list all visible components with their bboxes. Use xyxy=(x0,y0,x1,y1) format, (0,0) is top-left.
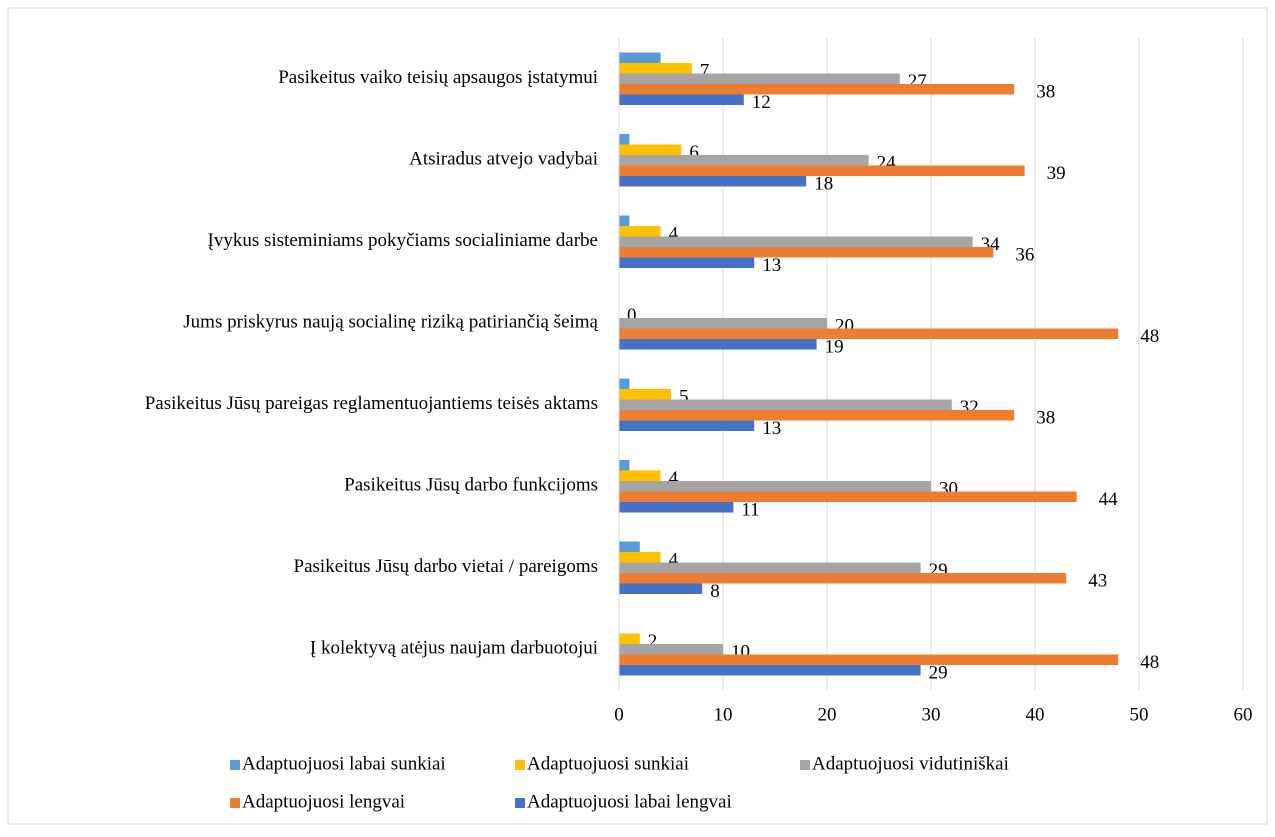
bar xyxy=(619,52,661,63)
data-label: 4 xyxy=(669,550,679,571)
y-tick-label: Įvykus sisteminiams pokyčiams socialinia… xyxy=(208,230,598,251)
bar xyxy=(619,644,723,655)
data-label: 12 xyxy=(752,92,771,113)
bar xyxy=(619,583,703,594)
data-label: 6 xyxy=(689,142,699,163)
data-label: 4 xyxy=(669,468,679,489)
legend-swatch xyxy=(230,798,240,808)
bar xyxy=(619,399,952,410)
data-label: 11 xyxy=(741,500,759,521)
bar xyxy=(619,165,1025,176)
data-label: 38 xyxy=(1036,408,1055,429)
data-label: 19 xyxy=(825,337,844,358)
bar xyxy=(619,215,630,226)
data-label: 0 xyxy=(627,305,637,326)
x-tick-label: 40 xyxy=(1026,704,1045,725)
legend-label: Adaptuojuosi labai sunkiai xyxy=(242,753,446,774)
bar xyxy=(619,470,661,481)
y-tick-label: Atsiradus atvejo vadybai xyxy=(409,149,598,170)
data-label: 44 xyxy=(1099,489,1119,510)
bar xyxy=(619,328,1119,339)
bar xyxy=(619,155,869,166)
x-tick-label: 10 xyxy=(714,704,733,725)
legend-swatch xyxy=(515,760,525,770)
data-label: 2 xyxy=(648,631,658,652)
bar xyxy=(619,144,682,155)
bar xyxy=(619,134,630,145)
data-label: 4 xyxy=(669,224,679,245)
bar xyxy=(619,481,931,492)
bar xyxy=(619,389,671,400)
bar xyxy=(619,552,661,563)
data-label: 5 xyxy=(679,387,689,408)
data-label: 13 xyxy=(762,255,781,276)
y-tick-label: Į kolektyvą atėjus naujam darbuotojui xyxy=(310,638,598,659)
legend-swatch xyxy=(800,760,810,770)
bar xyxy=(619,257,755,268)
bar xyxy=(619,236,973,247)
data-label: 36 xyxy=(1015,245,1034,266)
legend-swatch xyxy=(230,760,240,770)
data-label: 48 xyxy=(1140,326,1159,347)
data-label: 29 xyxy=(929,663,948,684)
y-tick-label: Pasikeitus Jūsų pareigas reglamentuojant… xyxy=(145,393,598,414)
data-label: 48 xyxy=(1140,652,1159,673)
data-label: 8 xyxy=(710,581,720,602)
bar xyxy=(619,573,1067,584)
bar xyxy=(619,94,744,105)
legend-swatch xyxy=(515,798,525,808)
legend-label: Adaptuojuosi vidutiniškai xyxy=(812,753,1009,774)
data-label: 38 xyxy=(1036,82,1055,103)
y-tick-label: Pasikeitus Jūsų darbo funkcijoms xyxy=(344,475,598,496)
bar xyxy=(619,562,921,573)
bar xyxy=(619,176,807,187)
bar xyxy=(619,654,1119,665)
y-tick-label: Jums priskyrus naują socialinę riziką pa… xyxy=(183,312,598,333)
bar xyxy=(619,491,1077,502)
legend-label: Adaptuojuosi sunkiai xyxy=(527,753,689,774)
bar xyxy=(619,84,1015,95)
x-tick-label: 50 xyxy=(1130,704,1149,725)
bar xyxy=(619,63,692,74)
data-label: 13 xyxy=(762,418,781,439)
x-tick-label: 20 xyxy=(818,704,837,725)
x-tick-label: 30 xyxy=(922,704,941,725)
bar xyxy=(619,502,734,513)
data-label: 18 xyxy=(814,174,833,195)
bar xyxy=(619,378,630,389)
y-tick-label: Pasikeitus vaiko teisių apsaugos įstatym… xyxy=(278,67,598,88)
data-label: 39 xyxy=(1047,163,1066,184)
bar xyxy=(619,541,640,552)
x-tick-label: 60 xyxy=(1234,704,1253,725)
bar xyxy=(619,665,921,676)
legend-label: Adaptuojuosi labai lengvai xyxy=(527,791,732,812)
bar xyxy=(619,633,640,644)
x-tick-label: 0 xyxy=(614,704,624,725)
bar xyxy=(619,460,630,471)
data-label: 7 xyxy=(700,61,710,82)
y-tick-label: Pasikeitus Jūsų darbo vietai / pareigoms xyxy=(294,556,598,577)
data-label: 43 xyxy=(1088,571,1107,592)
bar xyxy=(619,318,827,329)
bar xyxy=(619,226,661,237)
legend-label: Adaptuojuosi lengvai xyxy=(242,791,405,812)
bar xyxy=(619,339,817,350)
bar xyxy=(619,247,994,258)
bar xyxy=(619,410,1015,421)
bar xyxy=(619,420,755,431)
bar xyxy=(619,73,900,84)
